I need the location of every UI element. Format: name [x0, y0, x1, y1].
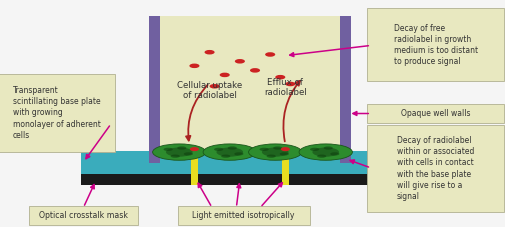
Ellipse shape [228, 146, 237, 150]
Text: Decay of free
radiolabel in growth
medium is too distant
to produce signal: Decay of free radiolabel in growth mediu… [393, 24, 478, 66]
Ellipse shape [214, 148, 223, 151]
Ellipse shape [330, 152, 339, 155]
Circle shape [210, 84, 220, 89]
Circle shape [281, 147, 290, 151]
Ellipse shape [234, 152, 243, 155]
FancyBboxPatch shape [29, 206, 138, 225]
Ellipse shape [203, 144, 257, 160]
FancyBboxPatch shape [367, 104, 504, 123]
Ellipse shape [221, 155, 230, 158]
FancyBboxPatch shape [367, 125, 504, 212]
Circle shape [265, 52, 275, 57]
Text: Optical crosstalk mask: Optical crosstalk mask [39, 211, 128, 220]
Ellipse shape [280, 152, 289, 155]
Ellipse shape [164, 148, 173, 151]
Bar [149, 16, 351, 163]
Bar [340, 16, 351, 163]
Circle shape [190, 147, 199, 151]
Text: Light emitted isotropically: Light emitted isotropically [192, 211, 295, 220]
Bar [282, 146, 289, 185]
Ellipse shape [267, 155, 276, 158]
Bar [191, 146, 198, 185]
Ellipse shape [313, 148, 339, 157]
Text: Transparent
scintillating base plate
with growing
monolayer of adherent
cells: Transparent scintillating base plate wit… [13, 86, 101, 140]
Ellipse shape [177, 146, 186, 150]
Ellipse shape [317, 155, 326, 158]
Circle shape [205, 50, 215, 54]
Text: Cellular uptake
of radiolabel: Cellular uptake of radiolabel [177, 81, 242, 101]
Ellipse shape [166, 148, 192, 157]
Ellipse shape [324, 146, 333, 150]
Ellipse shape [171, 155, 180, 158]
Ellipse shape [260, 148, 269, 151]
Bar [149, 16, 160, 163]
Circle shape [285, 82, 295, 86]
Bar [81, 151, 419, 174]
Text: Decay of radiolabel
within or associated
with cells in contact
with the base pla: Decay of radiolabel within or associated… [397, 136, 474, 201]
Bar [81, 174, 419, 185]
Text: Efflux of
radiolabel: Efflux of radiolabel [264, 78, 307, 97]
Ellipse shape [153, 144, 206, 160]
Ellipse shape [299, 144, 352, 160]
Ellipse shape [262, 148, 288, 157]
Text: Opaque well walls: Opaque well walls [401, 109, 470, 118]
Ellipse shape [248, 144, 302, 160]
Ellipse shape [273, 146, 282, 150]
FancyBboxPatch shape [367, 8, 504, 81]
Ellipse shape [310, 148, 319, 151]
Circle shape [235, 59, 245, 64]
Ellipse shape [217, 148, 243, 157]
Ellipse shape [184, 152, 193, 155]
Circle shape [275, 75, 285, 79]
Circle shape [189, 64, 199, 68]
FancyBboxPatch shape [178, 206, 310, 225]
FancyBboxPatch shape [0, 74, 115, 152]
Circle shape [250, 68, 260, 73]
Circle shape [220, 73, 230, 77]
